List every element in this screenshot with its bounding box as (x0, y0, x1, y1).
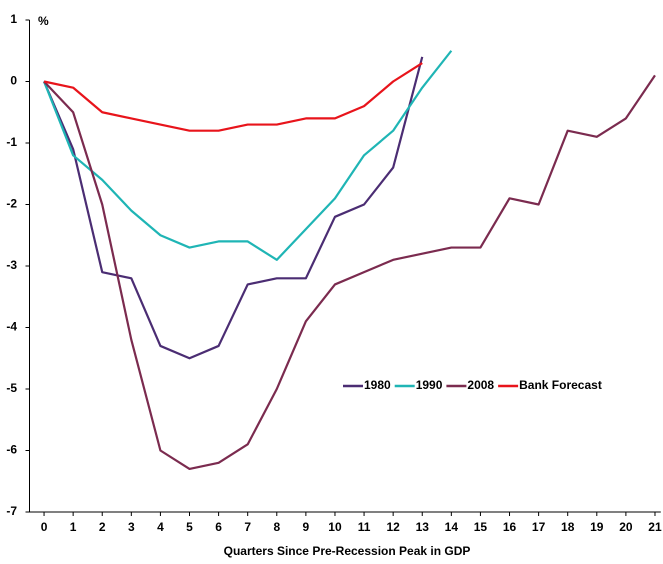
x-tick-label: 17 (532, 520, 546, 534)
x-tick-label: 8 (273, 520, 280, 534)
y-tick-label: -7 (6, 504, 17, 518)
legend-label: 1990 (416, 378, 443, 392)
y-tick-label: 1 (10, 12, 17, 26)
y-tick-label: -3 (6, 258, 17, 272)
x-tick-label: 5 (186, 520, 193, 534)
x-tick-label: 3 (128, 520, 135, 534)
x-tick-label: 21 (648, 520, 662, 534)
x-tick-label: 12 (386, 520, 400, 534)
x-tick-label: 2 (99, 520, 106, 534)
legend-label: Bank Forecast (519, 378, 602, 392)
x-tick-label: 0 (41, 520, 48, 534)
legend-label: 2008 (467, 378, 494, 392)
x-tick-label: 9 (303, 520, 310, 534)
series-line (43, 56, 424, 360)
series-line (43, 50, 453, 261)
x-tick-label: 14 (445, 520, 459, 534)
x-tick-label: 11 (358, 520, 371, 534)
x-tick-label: 10 (328, 520, 342, 534)
x-tick-label: 6 (215, 520, 222, 534)
x-axis-label: Quarters Since Pre-Recession Peak in GDP (224, 544, 471, 558)
x-tick-label: 13 (416, 520, 430, 534)
x-tick-label: 20 (619, 520, 633, 534)
y-tick-label: -6 (6, 443, 17, 457)
x-tick-label: 18 (561, 520, 575, 534)
x-tick-label: 4 (157, 520, 164, 534)
series-line (43, 74, 656, 471)
y-tick-label: -5 (6, 381, 17, 395)
x-tick-label: 15 (474, 520, 488, 534)
x-tick-label: 1 (70, 520, 77, 534)
legend-label: 1980 (364, 378, 391, 392)
y-tick-label: -4 (6, 320, 17, 334)
y-tick-label: 0 (10, 74, 17, 88)
x-tick-label: 19 (590, 520, 604, 534)
y-tick-label: -2 (6, 197, 17, 211)
y-tick-label: -1 (6, 135, 17, 149)
x-tick-label: 7 (244, 520, 251, 534)
x-tick-label: 16 (503, 520, 517, 534)
y-axis-label: % (38, 14, 49, 28)
series-line (43, 62, 423, 132)
